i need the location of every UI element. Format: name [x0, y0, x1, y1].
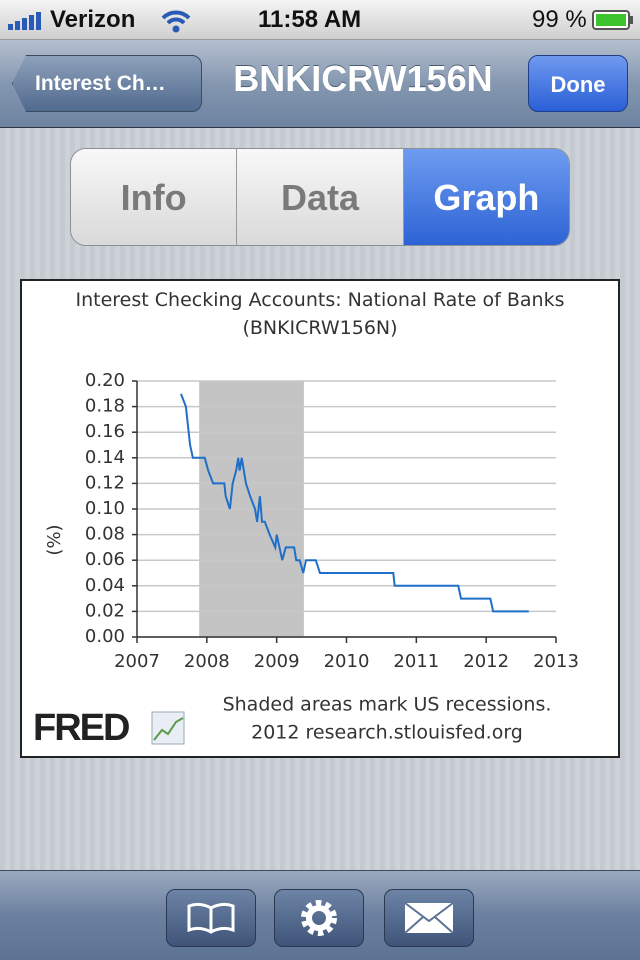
- y-tick-label: 0.10: [85, 498, 125, 519]
- y-tick-label: 0.08: [85, 524, 125, 545]
- y-tick-label: 0.16: [85, 421, 125, 442]
- mail-button[interactable]: [384, 889, 474, 947]
- fred-logo: FRED: [33, 707, 129, 749]
- x-tick-label: 2008: [184, 651, 230, 672]
- chart-title: Interest Checking Accounts: National Rat…: [75, 289, 565, 339]
- x-tick-label: 2010: [324, 651, 370, 672]
- carrier: Verizon: [50, 6, 136, 33]
- wifi-icon: [161, 10, 191, 33]
- nav-title: BNKICRW156N: [233, 58, 493, 99]
- time: 11:58 AM: [258, 6, 362, 33]
- chart-note: Shaded areas mark US recessions.: [223, 694, 552, 716]
- chart-frame: [20, 279, 620, 758]
- book-icon: [187, 902, 235, 934]
- gear-icon: [301, 900, 337, 936]
- settings-button[interactable]: [274, 889, 364, 947]
- segment[interactable]: Info: [71, 149, 238, 245]
- y-tick-label: 0.14: [85, 447, 125, 468]
- y-tick-label: 0.02: [85, 600, 125, 621]
- chart-note: 2012 research.stlouisfed.org: [251, 722, 523, 744]
- segmented-control: Info Data Graph: [70, 148, 570, 246]
- y-tick-label: 0.12: [85, 472, 125, 493]
- y-tick-label: 0.20: [85, 370, 125, 391]
- battery-level: 99 %: [532, 6, 587, 33]
- mail-icon: [404, 902, 454, 934]
- fred-logo-graph: [151, 711, 185, 745]
- back-button[interactable]: Interest Ch…: [12, 55, 202, 112]
- x-tick-label: 2011: [393, 651, 439, 672]
- y-tick-label: 0.00: [85, 626, 125, 647]
- y-tick-label: 0.06: [85, 549, 125, 570]
- segment[interactable]: Data: [237, 149, 404, 245]
- bookmarks-button[interactable]: [166, 889, 256, 947]
- y-tick-label: 0.04: [85, 575, 125, 596]
- x-tick-label: 2007: [114, 651, 160, 672]
- done-button[interactable]: Done: [528, 55, 628, 112]
- toolbar: [0, 870, 640, 960]
- chart: 0.00 0.02 0.04 0.06 0.08 0.10 0.12 0.14 0.16 0.18…: [33, 370, 579, 749]
- status-bar: Verizon 11:58 AM 99 %: [0, 0, 640, 40]
- y-tick-label: 0.18: [85, 396, 125, 417]
- y-axis-label: (%): [44, 524, 65, 555]
- x-tick-label: 2009: [254, 651, 300, 672]
- x-tick-label: 2012: [463, 651, 509, 672]
- data-line: [180, 393, 529, 613]
- battery-icon: [592, 10, 633, 30]
- signal-icon: [8, 12, 41, 30]
- x-tick-label: 2013: [533, 651, 579, 672]
- navigation-bar: Interest Ch… BNKICRW156N Done: [0, 40, 640, 128]
- segment-selected[interactable]: Graph: [403, 149, 569, 245]
